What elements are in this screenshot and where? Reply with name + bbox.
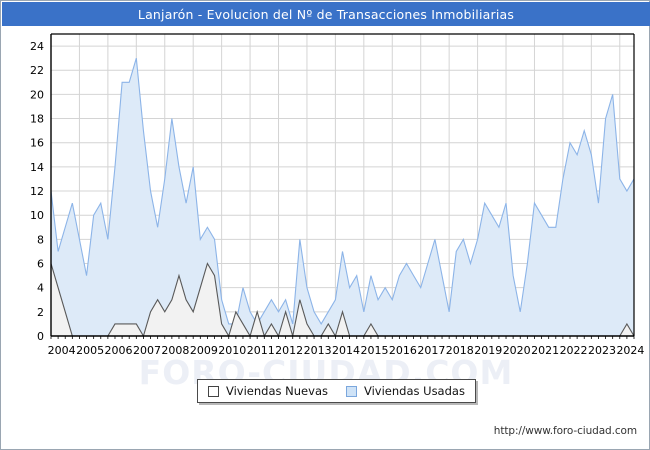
legend-swatch-usadas-icon — [345, 385, 357, 397]
x-tick-label: 2020 — [503, 344, 531, 356]
y-tick-label: 2 — [37, 306, 44, 319]
y-tick-label: 16 — [30, 137, 44, 150]
x-tick-label: 2006 — [105, 344, 133, 356]
x-tick-label: 2017 — [417, 344, 445, 356]
x-tick-label: 2009 — [190, 344, 218, 356]
x-tick-label: 2015 — [360, 344, 388, 356]
y-tick-label: 24 — [30, 40, 44, 53]
legend-item-nuevas[interactable]: Viviendas Nuevas — [208, 384, 328, 398]
x-tick-label: 2004 — [48, 344, 76, 356]
x-tick-label: 2016 — [389, 344, 417, 356]
x-tick-label: 2024 — [616, 344, 644, 356]
series-area-usadas — [51, 58, 634, 336]
y-tick-label: 18 — [30, 113, 44, 126]
x-tick-label: 2012 — [275, 344, 303, 356]
x-tick-label: 2013 — [304, 344, 332, 356]
y-tick-label: 0 — [37, 330, 44, 343]
legend-item-usadas[interactable]: Viviendas Usadas — [345, 384, 465, 398]
y-tick-label: 20 — [30, 88, 44, 101]
y-tick-label: 14 — [30, 161, 44, 174]
legend-label-usadas: Viviendas Usadas — [363, 384, 465, 398]
x-tick-label: 2005 — [76, 344, 104, 356]
x-tick-label: 2022 — [560, 344, 588, 356]
x-tick-label: 2018 — [446, 344, 474, 356]
series-line-usadas — [50, 58, 635, 326]
plot-area-container: 0 2 4 6 8 10 12 14 16 18 20 22 24 2004 2005 2006 2007 200… — [1, 26, 650, 356]
x-tick-label: 2014 — [332, 344, 360, 356]
x-tick-label: 2023 — [588, 344, 616, 356]
x-tick-label: 2010 — [218, 344, 246, 356]
page-title: Lanjarón - Evolucion del Nº de Transacci… — [137, 6, 515, 22]
x-tick-label: 2021 — [531, 344, 559, 356]
y-tick-label: 10 — [30, 209, 44, 222]
y-tick-label: 6 — [37, 258, 44, 271]
chart-legend: Viviendas Nuevas Viviendas Usadas — [197, 379, 476, 403]
y-tick-label: 22 — [30, 64, 44, 77]
x-tick-label: 2019 — [474, 344, 502, 356]
x-tick-label: 2007 — [133, 344, 161, 356]
window-title-bar: Lanjarón - Evolucion del Nº de Transacci… — [2, 2, 650, 26]
y-tick-label: 4 — [37, 282, 44, 295]
legend-label-nuevas: Viviendas Nuevas — [226, 384, 328, 398]
legend-swatch-nuevas-icon — [208, 385, 219, 397]
x-tick-label: 2011 — [247, 344, 275, 356]
x-tick-label: 2008 — [161, 344, 189, 356]
series-area-nuevas — [51, 263, 634, 336]
y-tick-label: 8 — [37, 233, 44, 246]
source-url: http://www.foro-ciudad.com — [493, 425, 637, 437]
y-tick-label: 12 — [30, 185, 44, 198]
